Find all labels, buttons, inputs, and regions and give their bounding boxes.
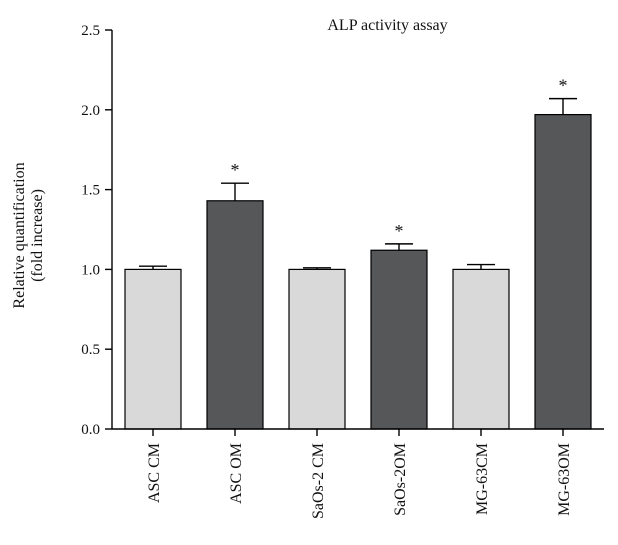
y-tick-label: 1.5 [81,183,100,199]
bar-saos-2om [370,249,428,430]
bar-saos-2-cm [288,268,346,430]
significance-marker: * [559,76,568,96]
chart-title: ALP activity assay [327,17,447,34]
bar-mg-63om [534,113,592,430]
bar-asc-cm [124,268,182,430]
y-axis-label-line-1: Relative quantification [11,162,28,308]
x-category-label: MG-63CM [474,443,491,515]
significance-marker: * [231,160,240,180]
y-axis-label-line-2: (fold increase) [29,189,46,282]
y-axis-label: Relative quantification (fold increase) [11,162,46,308]
x-category-label: MG-63OM [556,443,573,516]
x-category-label: ASC OM [228,443,245,504]
x-category-label: SaOs-2 CM [310,443,327,519]
y-tick-label: 0.0 [81,422,100,438]
plot-area: * * * [124,76,592,430]
y-tick-label: 2.5 [81,23,100,39]
y-tick-label: 2.0 [81,103,100,119]
significance-marker: * [395,221,404,241]
y-tick-label: 1.0 [81,262,100,278]
y-axis: 0.0 0.5 1.0 1.5 2.0 2.5 [81,23,113,438]
x-category-label: SaOs-2OM [392,443,409,516]
x-category-label: ASC CM [146,443,163,503]
bar-mg-63cm [452,268,510,430]
y-tick-label: 0.5 [81,342,100,358]
x-axis: ASC CM ASC OM SaOs-2 CM SaOs-2OM MG-63CM MG-6… [112,428,604,519]
bar-asc-om [206,200,264,430]
